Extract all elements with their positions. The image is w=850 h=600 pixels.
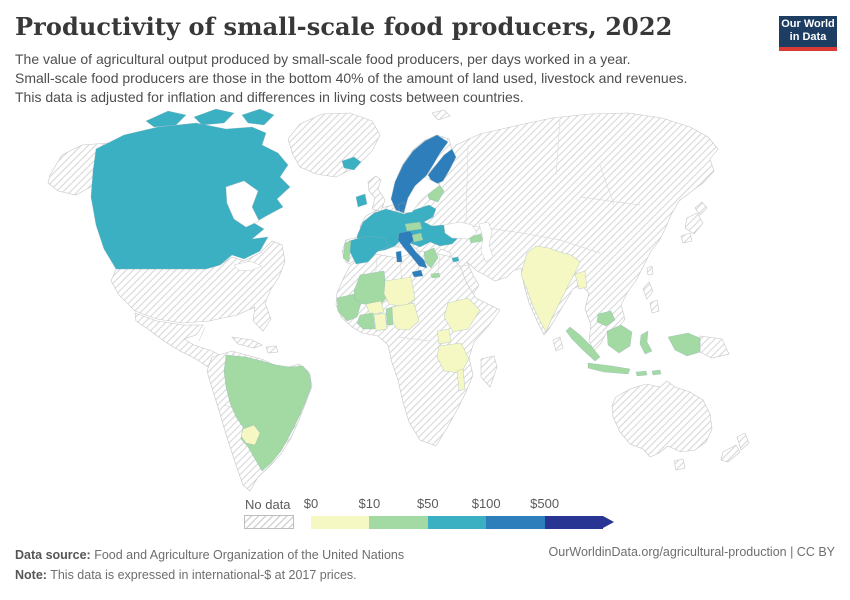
owid-logo-line-2: in Data [789,31,827,43]
subtitle-line-3: This data is adjusted for inflation and … [15,89,524,105]
map-region-madagascar-no-data[interactable] [480,355,498,388]
map-region-papua-new-guinea-no-data[interactable] [699,335,730,359]
legend-ticks: $0 $10 $50 $100 $500 [304,496,615,513]
map-region-greece[interactable] [423,247,441,279]
map-legend: No data $0 $10 $50 $100 $500 [244,496,615,529]
legend-segment-0-10[interactable] [311,516,370,529]
legend-segment-50-100[interactable] [427,516,487,529]
page-title: Productivity of small-scale food produce… [15,12,673,41]
map-region-japan-no-data[interactable] [680,201,708,244]
chart-footer: Data source: Food and Agriculture Organi… [15,545,835,585]
map-region-portugal[interactable] [342,240,352,263]
baltic-sea [403,176,441,214]
chart-header: Productivity of small-scale food produce… [15,12,765,107]
caspian-sea [478,221,494,263]
footer-link[interactable]: OurWorldinData.org/agricultural-producti… [548,545,835,559]
map-region-malawi[interactable] [456,368,466,392]
map-region-niger[interactable] [383,276,416,308]
map-region-cote-divoire[interactable] [356,312,376,330]
black-sea [443,221,478,240]
map-region-senegal-guinea[interactable] [336,293,362,322]
owid-logo-line-1: Our World [781,18,835,30]
legend-color-scale: $0 $10 $50 $100 $500 [304,496,615,529]
footer-data-source-text: Food and Agriculture Organization of the… [90,548,405,562]
map-region-burkina-faso[interactable] [365,300,385,316]
map-region-canada[interactable] [90,122,291,270]
footer-left: Data source: Food and Agriculture Organi… [15,545,404,585]
map-region-paraguay[interactable] [240,424,261,446]
chart-subtitle: The value of agricultural output produce… [15,50,765,107]
legend-no-data-label: No data [245,497,291,512]
map-region-spain[interactable] [348,235,390,265]
map-region-new-zealand-no-data[interactable] [720,432,750,463]
footer-note-label: Note: [15,568,47,582]
footer-note-text: This data is expressed in international-… [46,568,357,582]
hudson-bay [225,180,260,228]
map-region-benin[interactable] [385,306,394,326]
map-region-indonesia[interactable] [565,324,701,377]
map-region-sri-lanka-no-data[interactable] [552,336,564,352]
map-region-italy[interactable] [395,230,428,278]
map-region-united-kingdom-no-data[interactable] [367,175,386,212]
legend-tick-1: $10 [358,496,381,511]
legend-segment-100-500[interactable] [486,516,545,529]
great-lakes [233,260,263,272]
map-region-australia-no-data[interactable] [611,380,713,458]
map-region-svalbard-no-data[interactable] [431,109,451,121]
map-region-croatia[interactable] [411,232,424,243]
legend-arrow [602,516,614,528]
map-region-iceland[interactable] [341,156,362,171]
map-region-tasmania-no-data[interactable] [673,458,686,471]
legend-no-data-swatch[interactable] [244,515,294,529]
map-region-taiwan-no-data[interactable] [646,265,654,276]
map-region-ethiopia[interactable] [443,297,481,333]
footer-note: Note: This data is expressed in internat… [15,565,404,585]
map-region-india[interactable] [520,245,581,333]
map-region-greenland-no-data[interactable] [287,112,381,178]
map-region-hispaniola-no-data[interactable] [265,345,279,354]
world-map [0,105,850,495]
map-region-canada-arctic-islands[interactable] [145,108,275,128]
map-region-philippines-no-data[interactable] [642,281,660,314]
footer-data-source: Data source: Food and Agriculture Organi… [15,545,404,565]
owid-logo[interactable]: Our World in Data [779,16,837,51]
map-region-ireland[interactable] [355,193,368,208]
map-region-ghana[interactable] [373,312,388,332]
legend-tick-3: $100 [471,496,501,511]
map-region-uganda[interactable] [436,328,452,345]
map-region-austria[interactable] [404,221,423,232]
map-region-cyprus[interactable] [451,256,460,263]
subtitle-line-2: Small-scale food producers are those in … [15,70,688,86]
legend-tick-2: $50 [416,496,439,511]
legend-no-data: No data [244,497,294,529]
subtitle-line-1: The value of agricultural output produce… [15,51,631,67]
legend-segment-500-plus[interactable] [544,516,603,529]
map-region-mali[interactable] [353,270,388,307]
map-region-cuba-no-data[interactable] [231,336,263,349]
legend-bar [311,516,614,529]
map-region-bangladesh[interactable] [574,270,588,290]
legend-tick-4: $500 [530,496,560,511]
footer-data-source-label: Data source: [15,548,91,562]
legend-tick-0: $0 [303,496,319,511]
legend-segment-10-50[interactable] [369,516,428,529]
map-region-cambodia[interactable] [596,310,616,327]
